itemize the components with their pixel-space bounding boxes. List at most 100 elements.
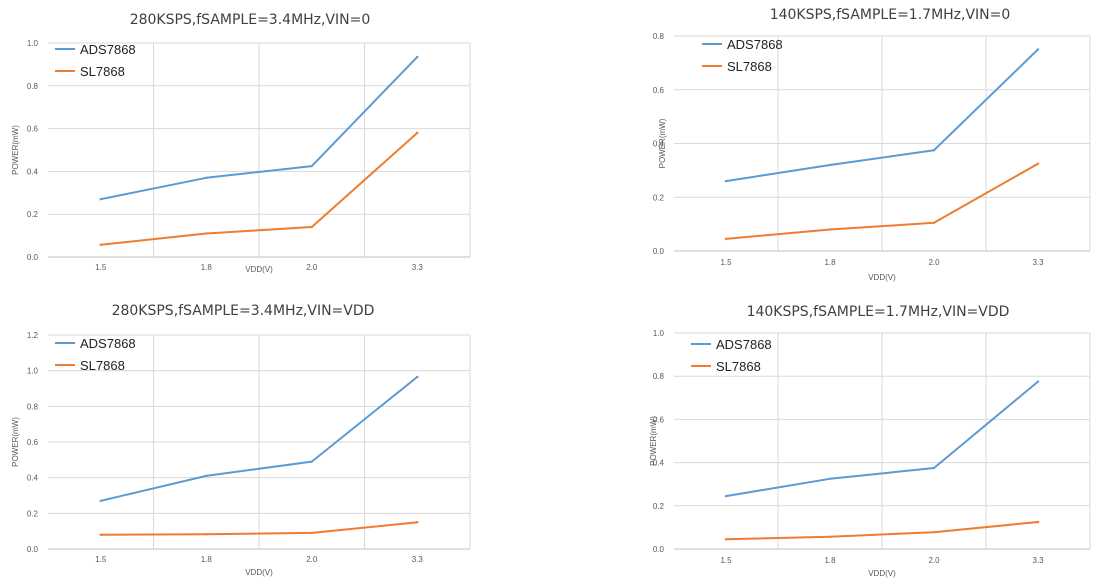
series-line-ads7868 [99, 375, 419, 502]
data-point-ads7868 [828, 163, 832, 167]
chart-title: 280KSPS,fSAMPLE=3.4MHz,VIN=0 [130, 12, 371, 28]
data-point-sl7868 [310, 225, 313, 229]
y-tick-label: 0.2 [27, 210, 39, 219]
chart-svg: 280KSPS,fSAMPLE=3.4MHz,VIN=VDD 0.0 0.2 0.4 0… [11, 303, 471, 577]
legend-label: ADS7868 [727, 37, 783, 52]
x-tick-label: 2.0 [306, 555, 318, 564]
legend-label: SL7868 [80, 64, 125, 79]
y-tick-label: 0.8 [27, 402, 39, 411]
y-tick-label: 0.8 [27, 82, 39, 91]
data-point-sl7868 [932, 530, 936, 534]
y-axis-title: POWER(mW) [649, 416, 658, 466]
data-point-sl7868 [828, 535, 832, 538]
x-axis-title: VDD(V) [868, 569, 896, 578]
series-line-sl7868 [99, 521, 419, 536]
y-tick-label: 0.4 [653, 459, 665, 468]
legend-label: SL7868 [716, 359, 761, 374]
x-axis-title: VDD(V) [868, 273, 896, 282]
x-tick-label: 1.5 [720, 556, 732, 565]
x-tick-label: 1.5 [95, 263, 107, 272]
chart-140ksps-vin-vdd: 140KSPS,fSAMPLE=1.7MHz,VIN=VDD 0.0 0.2 0.4 0… [560, 292, 1107, 583]
data-point-ads7868 [416, 55, 419, 59]
x-tick-label: 1.5 [720, 258, 732, 267]
data-point-sl7868 [99, 243, 102, 247]
chart-title: 140KSPS,fSAMPLE=1.7MHz,VIN=0 [770, 7, 1011, 23]
data-point-ads7868 [99, 198, 102, 201]
data-point-sl7868 [1036, 520, 1040, 524]
y-tick-label: 0.2 [653, 502, 665, 511]
data-point-sl7868 [932, 221, 936, 224]
data-point-ads7868 [1036, 380, 1040, 383]
chart-title: 280KSPS,fSAMPLE=3.4MHz,VIN=VDD [112, 303, 375, 319]
y-tick-label: 1.0 [27, 39, 39, 48]
y-tick-label: 0.0 [27, 253, 39, 262]
y-tick-label: 0.4 [653, 140, 665, 149]
legend-label: ADS7868 [80, 336, 136, 351]
y-tick-label: 1.2 [27, 331, 39, 340]
y-tick-label: 0.6 [653, 86, 665, 95]
y-tick-label: 0.4 [27, 167, 39, 176]
y-tick-label: 0.0 [653, 545, 665, 554]
series-line-sl7868 [725, 521, 1039, 541]
series-line-sl7868 [99, 131, 419, 246]
y-axis-title: POWER(mW) [658, 118, 667, 168]
data-point-ads7868 [1036, 48, 1040, 51]
x-tick-label: 1.5 [95, 555, 107, 564]
y-tick-label: 1.0 [27, 367, 39, 376]
data-point-sl7868 [828, 228, 832, 231]
y-tick-label: 0.6 [653, 415, 665, 424]
y-tick-label: 0.2 [653, 193, 665, 202]
data-point-ads7868 [205, 176, 208, 180]
data-point-ads7868 [828, 477, 832, 480]
y-axis-title: POWER(mW) [11, 417, 20, 467]
data-point-sl7868 [416, 521, 419, 524]
x-tick-label: 2.0 [306, 263, 318, 272]
data-point-ads7868 [310, 164, 313, 168]
data-point-sl7868 [1036, 162, 1040, 165]
y-tick-label: 0.8 [653, 372, 665, 381]
x-tick-label: 3.3 [412, 263, 424, 272]
data-point-sl7868 [205, 532, 208, 536]
data-point-sl7868 [99, 533, 102, 536]
x-tick-label: 3.3 [412, 555, 424, 564]
x-axis-title: VDD(V) [245, 568, 273, 577]
x-axis-title: VDD(V) [245, 265, 273, 274]
y-tick-label: 0.0 [653, 247, 665, 256]
data-point-ads7868 [932, 466, 936, 470]
data-point-ads7868 [724, 179, 728, 183]
y-tick-label: 0.6 [27, 438, 39, 447]
y-tick-label: 1.0 [653, 329, 665, 338]
legend-label: SL7868 [727, 59, 772, 74]
chart-svg: 280KSPS,fSAMPLE=3.4MHz,VIN=0 0.0 0.2 0.4 0.6… [11, 12, 471, 274]
series-line-ads7868 [99, 55, 419, 201]
x-tick-label: 1.8 [201, 263, 213, 272]
data-point-sl7868 [310, 531, 313, 535]
data-point-sl7868 [205, 232, 208, 235]
y-tick-label: 0.6 [27, 125, 39, 134]
chart-280ksps-vin-vdd: 280KSPS,fSAMPLE=3.4MHz,VIN=VDD 0.0 0.2 0.4 0… [0, 292, 560, 583]
legend-label: ADS7868 [716, 337, 772, 352]
x-tick-label: 2.0 [928, 556, 940, 565]
y-tick-label: 0.0 [27, 545, 39, 554]
data-point-ads7868 [99, 499, 102, 503]
series-line-sl7868 [725, 162, 1039, 240]
x-tick-label: 2.0 [928, 258, 940, 267]
y-axis-title: POWER(mW) [11, 125, 20, 175]
chart-svg: 140KSPS,fSAMPLE=1.7MHz,VIN=VDD 0.0 0.2 0.4 0… [649, 304, 1091, 578]
chart-280ksps-vin-0: 280KSPS,fSAMPLE=3.4MHz,VIN=0 0.0 0.2 0.4 0.6… [0, 0, 560, 292]
series-line-ads7868 [725, 48, 1039, 183]
data-point-ads7868 [310, 460, 313, 463]
y-tick-label: 0.8 [653, 32, 665, 41]
data-point-sl7868 [724, 237, 728, 241]
series-line-ads7868 [725, 380, 1039, 498]
x-tick-label: 1.8 [201, 555, 213, 564]
data-point-ads7868 [416, 375, 419, 379]
x-tick-label: 3.3 [1032, 556, 1044, 565]
x-tick-label: 1.8 [824, 556, 836, 565]
data-point-sl7868 [416, 131, 419, 135]
x-tick-label: 3.3 [1032, 258, 1044, 267]
data-point-ads7868 [932, 149, 936, 152]
y-tick-label: 0.4 [27, 474, 39, 483]
y-tick-label: 0.2 [27, 509, 39, 518]
x-tick-label: 1.8 [824, 258, 836, 267]
